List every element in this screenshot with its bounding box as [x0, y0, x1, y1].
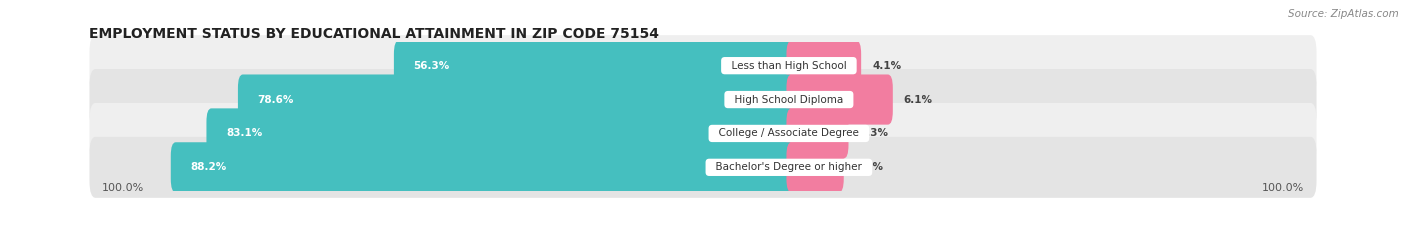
Text: Less than High School: Less than High School	[724, 61, 853, 71]
FancyBboxPatch shape	[90, 103, 1316, 164]
Text: 6.1%: 6.1%	[904, 95, 932, 105]
Text: Source: ZipAtlas.com: Source: ZipAtlas.com	[1288, 9, 1399, 19]
Text: 78.6%: 78.6%	[257, 95, 294, 105]
FancyBboxPatch shape	[786, 108, 848, 158]
Text: 100.0%: 100.0%	[1263, 183, 1305, 193]
Text: College / Associate Degree: College / Associate Degree	[713, 128, 866, 138]
Text: 88.2%: 88.2%	[190, 162, 226, 172]
Text: 100.0%: 100.0%	[101, 183, 143, 193]
Text: 83.1%: 83.1%	[226, 128, 263, 138]
FancyBboxPatch shape	[170, 142, 794, 192]
Text: Bachelor's Degree or higher: Bachelor's Degree or higher	[709, 162, 869, 172]
Text: 56.3%: 56.3%	[413, 61, 450, 71]
FancyBboxPatch shape	[90, 35, 1316, 96]
Text: 3.3%: 3.3%	[859, 128, 889, 138]
FancyBboxPatch shape	[207, 108, 794, 158]
FancyBboxPatch shape	[90, 137, 1316, 198]
FancyBboxPatch shape	[238, 75, 794, 125]
FancyBboxPatch shape	[786, 142, 844, 192]
FancyBboxPatch shape	[786, 41, 860, 91]
Text: 4.1%: 4.1%	[872, 61, 901, 71]
FancyBboxPatch shape	[394, 41, 794, 91]
Text: EMPLOYMENT STATUS BY EDUCATIONAL ATTAINMENT IN ZIP CODE 75154: EMPLOYMENT STATUS BY EDUCATIONAL ATTAINM…	[90, 27, 659, 41]
Text: 3.0%: 3.0%	[855, 162, 884, 172]
FancyBboxPatch shape	[786, 75, 893, 125]
Text: High School Diploma: High School Diploma	[728, 95, 849, 105]
FancyBboxPatch shape	[90, 69, 1316, 130]
